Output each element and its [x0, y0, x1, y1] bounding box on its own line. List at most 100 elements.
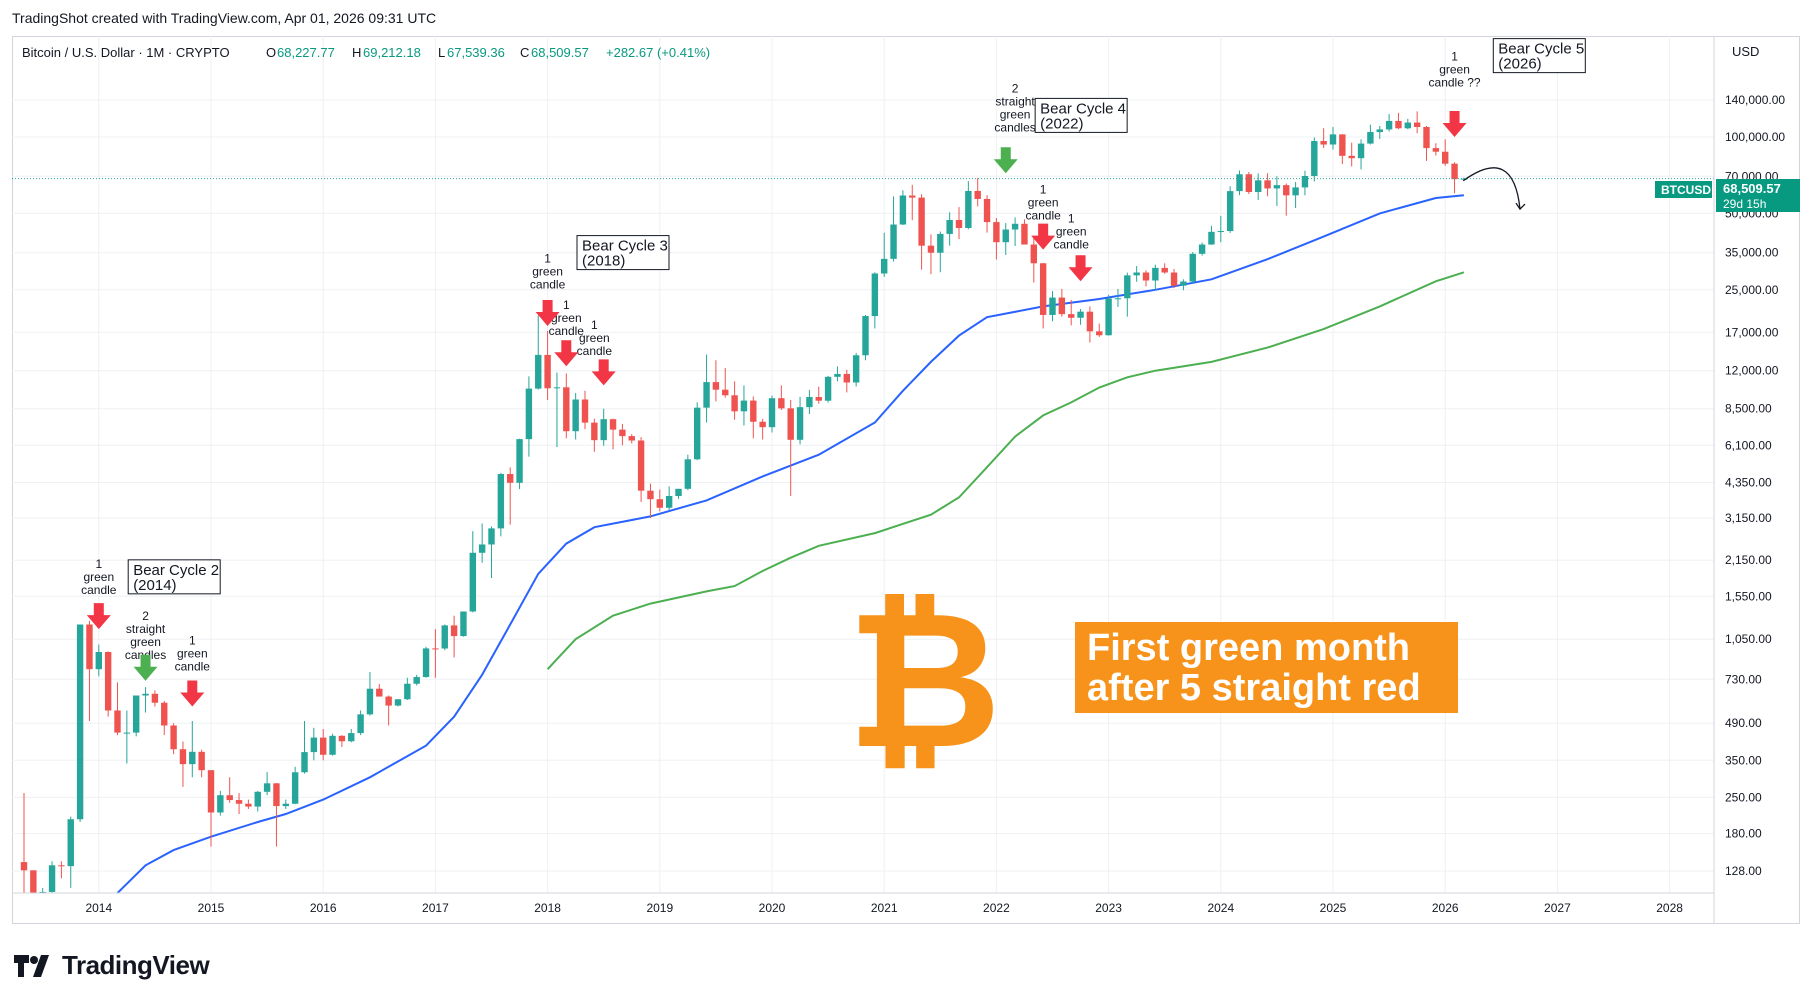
bear-cycle-label: (2022)	[1040, 115, 1083, 132]
candle-body	[497, 474, 505, 529]
candle	[1161, 263, 1168, 274]
time-tick-label: 2014	[85, 901, 112, 915]
candle	[385, 695, 392, 726]
candle-note-text: green	[177, 647, 208, 661]
grid	[12, 36, 1714, 893]
candle	[778, 385, 785, 411]
candle-body	[1114, 298, 1122, 300]
candle	[366, 671, 374, 716]
candle-body	[95, 651, 102, 670]
candle	[750, 396, 757, 439]
candle-body	[1404, 122, 1411, 129]
candle-body	[404, 683, 411, 700]
candle-note-text: green	[579, 331, 610, 345]
candle-body	[937, 233, 944, 253]
candle-body	[544, 354, 551, 389]
candle-body	[291, 772, 299, 804]
candle-body	[647, 490, 654, 500]
price-tag-symbol: BTCUSD	[1661, 183, 1711, 197]
candle-body	[245, 803, 252, 807]
candle-body	[394, 699, 402, 706]
candle-body	[806, 397, 813, 408]
candle-body	[329, 735, 336, 755]
candle	[544, 331, 551, 400]
candle	[591, 418, 598, 452]
candle	[1133, 266, 1140, 282]
candle-body	[123, 732, 131, 734]
candle	[637, 437, 645, 502]
candle-body	[133, 695, 140, 733]
candle	[291, 766, 299, 805]
candle-note-text: green	[130, 635, 161, 649]
candle	[376, 683, 383, 697]
candle-note-text: 1	[1068, 212, 1075, 226]
candle-note-text: green	[532, 265, 563, 279]
down-arrow-red-icon	[1442, 110, 1467, 137]
candle-body	[787, 408, 794, 440]
candle-note-text: candle	[530, 278, 566, 292]
down-arrow-red-icon	[86, 603, 111, 630]
currency-label[interactable]: USD	[1732, 44, 1759, 59]
candle	[1011, 217, 1019, 246]
candle	[1423, 125, 1430, 161]
candle-body	[357, 714, 364, 734]
candle-body	[628, 436, 635, 441]
legend-low-label: L	[438, 45, 445, 60]
candle-body	[1460, 178, 1468, 180]
candle-body	[1348, 155, 1355, 159]
candle	[983, 195, 991, 233]
time-tick-label: 2017	[422, 901, 449, 915]
candle	[217, 790, 224, 816]
price-chart[interactable]: Bear Cycle 2(2014)Bear Cycle 3(2018)Bear…	[12, 36, 1800, 924]
candle	[198, 749, 205, 778]
time-tick-label: 2022	[983, 901, 1010, 915]
candle-body	[1273, 185, 1281, 189]
candle	[320, 728, 327, 761]
candle-note-text: 1	[189, 634, 196, 648]
candle	[235, 793, 243, 815]
down-arrow-red-icon	[554, 340, 579, 367]
candle	[852, 352, 860, 387]
candle-body	[348, 733, 355, 742]
price-tick-label: 17,000.00	[1725, 325, 1779, 339]
time-tick-label: 2021	[871, 901, 898, 915]
candle-body	[469, 552, 476, 612]
candle	[909, 184, 916, 221]
candle-note-text: green	[1439, 63, 1470, 77]
price-tick-label: 490.00	[1725, 716, 1762, 730]
candle	[937, 231, 944, 273]
candle	[1105, 294, 1112, 336]
candle	[843, 369, 850, 393]
candle-body	[226, 795, 233, 801]
candle-body	[1011, 223, 1019, 230]
candle-body	[432, 648, 439, 650]
candle-body	[39, 891, 46, 893]
candle	[703, 354, 710, 423]
candle-body	[843, 373, 850, 383]
price-tick-label: 350.00	[1725, 753, 1762, 767]
candle-body	[1442, 151, 1449, 164]
candle	[974, 177, 981, 207]
candle-body	[890, 224, 897, 259]
bear-cycle-label: Bear Cycle 2	[133, 562, 219, 579]
candle-note-text: candle	[175, 660, 211, 674]
candle-body	[310, 737, 318, 753]
candle	[1226, 186, 1234, 233]
candle	[338, 735, 346, 747]
candle	[965, 181, 972, 230]
candle-body	[1376, 129, 1383, 133]
candle-body	[1077, 311, 1084, 318]
candle-body	[1357, 143, 1365, 159]
headline-box	[1075, 622, 1458, 713]
candle-body	[591, 422, 598, 441]
candle	[525, 376, 533, 457]
annotations: Bear Cycle 2(2014)Bear Cycle 3(2018)Bear…	[81, 38, 1586, 707]
candle	[1413, 111, 1421, 134]
candle	[722, 367, 729, 398]
candle	[507, 467, 514, 525]
tradingview-logo[interactable]: TradingView	[14, 950, 210, 981]
candle-body	[1423, 126, 1430, 149]
candle-body	[58, 865, 65, 867]
